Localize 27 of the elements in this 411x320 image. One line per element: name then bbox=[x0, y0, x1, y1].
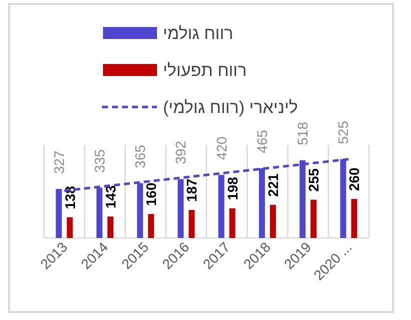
bar bbox=[148, 214, 154, 238]
legend-label: רווח גולמי bbox=[163, 24, 234, 43]
legend-label: ליניארי (רווח גולמי) bbox=[163, 98, 298, 117]
bar bbox=[56, 188, 62, 238]
data-label: 187 bbox=[184, 178, 200, 202]
legend-label: רווח תפעולי bbox=[163, 61, 247, 80]
data-label: 260 bbox=[346, 167, 362, 191]
data-label: 518 bbox=[294, 122, 311, 146]
data-label: 221 bbox=[264, 173, 281, 197]
bar bbox=[270, 204, 276, 238]
data-label: 365 bbox=[132, 144, 148, 168]
bar bbox=[188, 210, 195, 238]
bar bbox=[107, 216, 114, 238]
data-label: 160 bbox=[143, 182, 160, 206]
bar bbox=[310, 200, 317, 238]
bar bbox=[66, 217, 73, 238]
data-label: 465 bbox=[254, 130, 270, 154]
data-label: 335 bbox=[91, 149, 108, 173]
data-label: 198 bbox=[224, 176, 240, 200]
data-label: 327 bbox=[50, 150, 67, 174]
data-label: 143 bbox=[102, 184, 118, 209]
data-label: 525 bbox=[335, 120, 352, 144]
bar bbox=[351, 198, 358, 238]
bar bbox=[229, 208, 236, 238]
data-label: 392 bbox=[172, 140, 189, 164]
data-label: 255 bbox=[306, 168, 322, 192]
data-label: 420 bbox=[213, 136, 230, 160]
